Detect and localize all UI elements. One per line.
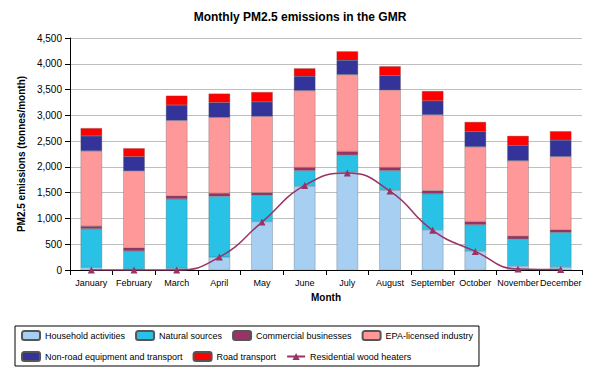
svg-text:2,500: 2,500	[37, 136, 62, 147]
svg-text:Road transport: Road transport	[217, 352, 277, 362]
svg-text:Non-road equipment and transpo: Non-road equipment and transport	[45, 352, 183, 362]
svg-text:PM2.5 emissions (tonnes/month): PM2.5 emissions (tonnes/month)	[16, 76, 27, 232]
svg-text:August: August	[376, 278, 405, 288]
svg-text:November: November	[497, 278, 539, 288]
svg-text:1,000: 1,000	[37, 213, 62, 224]
svg-text:June: June	[295, 278, 315, 288]
svg-text:March: March	[164, 278, 189, 288]
svg-text:May: May	[253, 278, 271, 288]
svg-text:3,000: 3,000	[37, 110, 62, 121]
svg-text:October: October	[459, 278, 491, 288]
svg-text:1,500: 1,500	[37, 187, 62, 198]
svg-text:July: July	[339, 278, 356, 288]
svg-text:3,500: 3,500	[37, 84, 62, 95]
svg-text:January: January	[75, 278, 108, 288]
svg-text:4,500: 4,500	[37, 33, 62, 44]
svg-text:February: February	[116, 278, 153, 288]
svg-text:Month: Month	[311, 292, 341, 303]
svg-text:Residential wood heaters: Residential wood heaters	[310, 352, 412, 362]
svg-text:September: September	[411, 278, 455, 288]
svg-text:December: December	[540, 278, 582, 288]
svg-text:Household activities: Household activities	[45, 331, 126, 341]
svg-text:Commercial businesses: Commercial businesses	[256, 331, 352, 341]
svg-text:Monthly PM2.5 emissions in the: Monthly PM2.5 emissions in the GMR	[194, 10, 407, 24]
svg-text:0: 0	[56, 265, 62, 276]
svg-text:Natural sources: Natural sources	[159, 331, 223, 341]
svg-text:EPA-licensed industry: EPA-licensed industry	[386, 331, 474, 341]
svg-text:4,000: 4,000	[37, 58, 62, 69]
svg-text:2,000: 2,000	[37, 161, 62, 172]
svg-text:April: April	[210, 278, 228, 288]
svg-text:500: 500	[45, 239, 62, 250]
